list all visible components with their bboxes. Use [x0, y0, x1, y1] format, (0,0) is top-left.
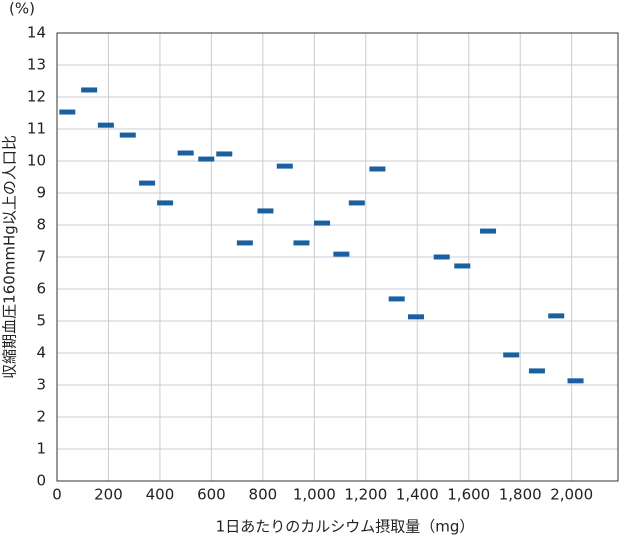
point	[257, 208, 274, 214]
y-tick-label: 9	[36, 184, 46, 202]
x-tick-label: 1,600	[447, 486, 490, 504]
x-tick-label: 400	[146, 486, 175, 504]
point	[97, 122, 114, 128]
y-tick-label: 0	[36, 472, 46, 490]
point	[81, 87, 98, 93]
x-tick-label: 600	[197, 486, 226, 504]
y-tick-label: 5	[36, 312, 46, 330]
y-tick-label: 13	[27, 56, 46, 74]
x-tick-label: 0	[52, 486, 62, 504]
x-tick-label: 1,800	[499, 486, 542, 504]
y-tick-label: 1	[36, 440, 46, 458]
point	[454, 263, 471, 269]
point	[528, 368, 545, 374]
point	[433, 254, 450, 260]
point	[293, 240, 310, 246]
y-tick-label: 10	[27, 152, 46, 170]
point	[157, 200, 174, 206]
point	[348, 200, 365, 206]
plot-frame	[56, 32, 619, 482]
y-tick-label: 12	[27, 88, 46, 106]
point	[276, 163, 293, 169]
point	[139, 180, 156, 186]
y-tick-label: 4	[36, 344, 46, 362]
y-tick-label: 11	[27, 120, 46, 138]
x-tick-label: 200	[94, 486, 123, 504]
y-tick-label: 3	[36, 376, 46, 394]
point	[236, 240, 253, 246]
point	[369, 166, 386, 172]
point	[198, 156, 215, 162]
point	[119, 132, 136, 138]
y-tick-label: 6	[36, 280, 46, 298]
point	[480, 228, 497, 234]
y-tick-label: 14	[27, 24, 46, 42]
y-tick-label: 7	[36, 248, 46, 266]
x-tick-label: 2,000	[550, 486, 593, 504]
x-tick-label: 1,400	[396, 486, 439, 504]
x-tick-label: 1,000	[293, 486, 336, 504]
point	[388, 296, 405, 302]
y-tick-label: 2	[36, 408, 46, 426]
y-tick-label: 8	[36, 216, 46, 234]
point	[333, 251, 350, 257]
x-axis-title: 1日あたりのカルシウム摂取量（mg）	[216, 518, 475, 536]
point	[548, 313, 565, 319]
point	[216, 151, 233, 157]
point	[177, 150, 194, 156]
y-axis-title: 収縮期血圧160mmHg以上の人口比	[1, 135, 19, 379]
point	[59, 109, 76, 115]
point	[567, 378, 584, 384]
point	[407, 314, 424, 320]
point	[503, 352, 520, 358]
x-tick-label: 800	[249, 486, 278, 504]
point	[314, 220, 331, 226]
x-tick-label: 1,200	[344, 486, 387, 504]
unit-label: (%)	[9, 0, 35, 18]
